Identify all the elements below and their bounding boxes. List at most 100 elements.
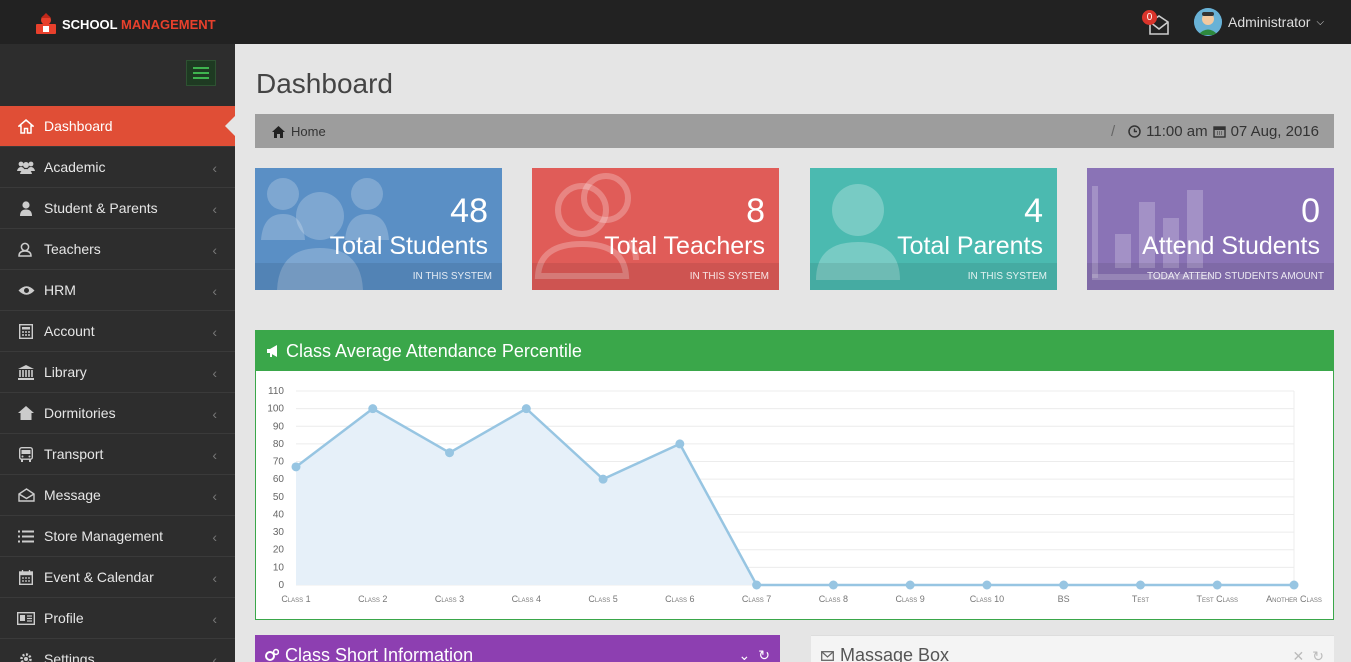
notifications-button[interactable]: 0 [1142, 10, 1170, 36]
chevron-left-icon: ‹ [212, 201, 217, 217]
y-tick-label: 50 [273, 492, 285, 503]
chevron-down-icon: ⌵ [1316, 16, 1325, 28]
stat-card-total-students[interactable]: 48 Total Students IN THIS SYSTEM [255, 168, 502, 290]
y-tick-label: 80 [273, 439, 285, 450]
chevron-left-icon: ‹ [212, 570, 217, 586]
total-students-label: Total Students [329, 232, 488, 260]
home-icon [17, 118, 35, 134]
sidebar-item-event-calendar[interactable]: Event & Calendar ‹ [0, 557, 235, 598]
calendar-icon [17, 569, 35, 585]
total-parents-label: Total Parents [897, 232, 1043, 260]
sidebar-item-account[interactable]: Account ‹ [0, 311, 235, 352]
y-tick-label: 90 [273, 421, 285, 432]
y-tick-label: 0 [278, 580, 284, 591]
app-logo[interactable]: SCHOOL MANAGEMENT [34, 12, 216, 36]
data-point [675, 439, 685, 449]
refresh-icon[interactable]: ↻ [1312, 648, 1324, 662]
class-info-panel-header: Class Short Information ⌄ ↻ [255, 635, 780, 662]
sidebar-item-message[interactable]: Message ‹ [0, 475, 235, 516]
sidebar-item-settings[interactable]: Settings ‹ [0, 639, 235, 662]
class-info-panel-title: Class Short Information [285, 644, 474, 662]
card-footer-text: IN THIS SYSTEM [689, 271, 769, 282]
attendance-panel: Class Average Attendance Percentile 0 10 2… [255, 330, 1334, 620]
data-point [1059, 580, 1069, 590]
data-point [982, 580, 992, 590]
list-icon [17, 528, 35, 544]
x-tick-label: BS [1058, 594, 1070, 604]
current-time: 11:00 am [1146, 123, 1208, 140]
chevron-left-icon: ‹ [212, 529, 217, 545]
x-tick-label: Class 3 [435, 594, 464, 604]
x-tick-label: Class 5 [588, 594, 617, 604]
data-point [521, 404, 531, 414]
chevron-left-icon: ‹ [212, 611, 217, 627]
sidebar-item-dormitories[interactable]: Dormitories ‹ [0, 393, 235, 434]
hamburger-line [193, 77, 209, 79]
sidebar-item-transport[interactable]: Transport ‹ [0, 434, 235, 475]
y-tick-label: 20 [273, 545, 285, 556]
total-parents-count: 4 [1024, 192, 1043, 230]
refresh-icon[interactable]: ↻ [758, 647, 770, 662]
sidebar-item-label: Dashboard [44, 118, 113, 134]
breadcrumb-home[interactable]: Home [272, 124, 326, 139]
sidebar-item-label: Teachers [44, 241, 101, 257]
user-menu[interactable]: Administrator ⌵ [1194, 8, 1324, 36]
stat-card-attend-students[interactable]: 0 Attend Students TODAY ATTEND STUDENTS … [1087, 168, 1334, 290]
user-name: Administrator [1228, 14, 1311, 30]
sidebar-item-profile[interactable]: Profile ‹ [0, 598, 235, 639]
stat-card-total-teachers[interactable]: 8 Total Teachers IN THIS SYSTEM [532, 168, 779, 290]
series-line [295, 407, 1294, 587]
card-footer: IN THIS SYSTEM [532, 263, 779, 290]
envelope-open-icon [17, 487, 35, 503]
chevron-left-icon: ‹ [212, 242, 217, 258]
data-point [752, 580, 762, 590]
breadcrumb-separator: / [1110, 123, 1116, 140]
data-point [445, 448, 455, 458]
sidebar-item-label: Settings [44, 651, 95, 662]
card-footer: IN THIS SYSTEM [255, 263, 502, 290]
chevron-left-icon: ‹ [212, 365, 217, 381]
current-date: 07 Aug, 2016 [1230, 123, 1319, 140]
y-tick-label: 60 [273, 474, 285, 485]
card-footer-text: IN THIS SYSTEM [967, 271, 1047, 282]
user-icon [17, 200, 35, 216]
bar-chart-icon [1092, 186, 1212, 280]
total-students-count: 48 [450, 192, 488, 230]
stat-card-total-parents[interactable]: 4 Total Parents IN THIS SYSTEM [810, 168, 1057, 290]
clock-icon [1128, 125, 1141, 138]
series-area [296, 408, 1294, 585]
sidebar-item-dashboard[interactable]: Dashboard [0, 106, 235, 147]
user-icon [816, 184, 900, 280]
card-footer: IN THIS SYSTEM [810, 263, 1057, 290]
sidebar-item-student-parents[interactable]: Student & Parents ‹ [0, 188, 235, 229]
users-icon [17, 159, 35, 175]
sidebar-item-teachers[interactable]: Teachers ‹ [0, 229, 235, 270]
y-tick-label: 110 [268, 386, 284, 397]
sidebar: Dashboard Academic ‹ Student & Parents ‹ Teac… [0, 44, 235, 662]
card-footer-text: IN THIS SYSTEM [412, 271, 492, 282]
bank-icon [17, 364, 35, 380]
data-point [291, 462, 301, 472]
data-point [905, 580, 915, 590]
panel-controls: ✕ ↻ [1293, 648, 1324, 662]
sidebar-item-store-management[interactable]: Store Management ‹ [0, 516, 235, 557]
chevron-down-icon[interactable]: ⌄ [738, 647, 751, 662]
sidebar-item-library[interactable]: Library ‹ [0, 352, 235, 393]
sidebar-item-label: Academic [44, 159, 106, 175]
sidebar-item-academic[interactable]: Academic ‹ [0, 147, 235, 188]
breadcrumb-home-label: Home [291, 124, 326, 139]
chevron-left-icon: ‹ [212, 488, 217, 504]
teacher-icon [534, 173, 639, 279]
y-tick-label: 70 [273, 457, 285, 468]
close-icon[interactable]: ✕ [1292, 648, 1305, 662]
sidebar-item-label: Library [44, 364, 87, 380]
school-logo-icon [36, 13, 56, 34]
data-point [828, 580, 838, 590]
sidebar-item-hrm[interactable]: HRM ‹ [0, 270, 235, 311]
x-tick-label: Class 1 [281, 594, 310, 604]
sidebar-item-label: Student & Parents [44, 200, 158, 216]
sidebar-item-label: Event & Calendar [44, 569, 154, 585]
bus-icon [17, 446, 35, 462]
house-icon [17, 405, 35, 421]
sidebar-toggle-button[interactable] [186, 60, 216, 86]
